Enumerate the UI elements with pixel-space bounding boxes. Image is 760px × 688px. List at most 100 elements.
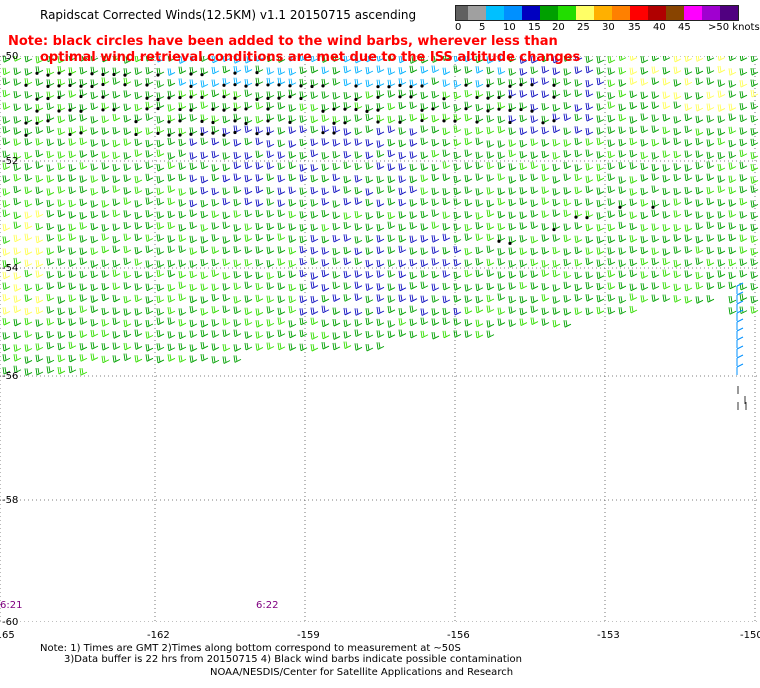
wind-barb: [24, 294, 33, 303]
wind-barb: [123, 221, 132, 230]
wind-barb: [13, 127, 22, 135]
quality-flag-circle: [255, 132, 259, 136]
wind-barb: [607, 258, 616, 266]
quality-flag-circle: [486, 109, 490, 113]
wind-barb: [717, 211, 726, 219]
wind-barb: [35, 367, 44, 376]
wind-barb: [288, 247, 297, 255]
wind-barb: [112, 223, 121, 232]
wind-barb: [255, 174, 264, 182]
wind-barb: [695, 222, 704, 231]
wind-barb: [530, 270, 539, 278]
wind-barb: [717, 128, 726, 136]
wind-barb: [167, 79, 176, 87]
wind-barb: [222, 211, 231, 220]
wind-barb: [200, 210, 209, 219]
wind-barb: [497, 223, 506, 231]
wind-barb: [629, 101, 638, 110]
wind-barb: [530, 282, 539, 290]
wind-barb: [453, 187, 462, 196]
wind-barb: [596, 294, 605, 303]
wind-barb: [310, 317, 319, 326]
wind-barb: [266, 331, 275, 339]
wind-barb: [134, 294, 143, 303]
red-note-line-1: Note: black circles have been added to t…: [8, 34, 558, 49]
wind-barb: [530, 258, 539, 267]
wind-barb: [585, 257, 594, 266]
wind-barb: [736, 300, 744, 312]
wind-barb: [464, 330, 473, 338]
quality-flag-circle: [46, 84, 50, 88]
wind-barb: [684, 78, 693, 86]
wind-barb: [178, 162, 187, 171]
wind-barb: [728, 139, 737, 148]
wind-barb: [156, 308, 165, 316]
wind-barb: [552, 104, 561, 112]
quality-flag-circle: [211, 107, 215, 111]
wind-barb: [332, 211, 341, 220]
wind-barb: [134, 233, 143, 242]
wind-barb: [486, 174, 495, 182]
wind-barb: [222, 246, 231, 255]
wind-barb: [24, 91, 33, 99]
wind-barb: [277, 114, 286, 122]
wind-barb: [541, 307, 550, 316]
wind-barb: [585, 138, 594, 146]
wind-barb: [750, 89, 759, 98]
wind-barb: [717, 222, 726, 230]
wind-barb: [442, 79, 451, 88]
wind-barb: [332, 319, 341, 327]
wind-barb: [244, 56, 253, 64]
quality-flag-circle: [464, 107, 468, 111]
wind-barb: [607, 139, 616, 148]
wind-barb: [222, 294, 231, 302]
quality-flag-circle: [299, 84, 303, 88]
wind-barb: [431, 283, 440, 292]
colorbar-swatch: [504, 6, 522, 20]
wind-barb: [365, 259, 374, 268]
wind-barb: [277, 127, 286, 135]
wind-barb: [563, 281, 572, 290]
wind-barb: [354, 319, 363, 327]
wind-barb: [46, 331, 55, 339]
wind-barb: [376, 162, 385, 170]
wind-barb: [211, 343, 220, 351]
wind-barb: [629, 235, 638, 243]
wind-barb: [2, 150, 11, 159]
wind-barb: [442, 317, 451, 326]
wind-barb: [101, 283, 110, 291]
wind-barb: [156, 329, 165, 338]
wind-barb: [13, 185, 22, 194]
wind-barb: [24, 199, 33, 208]
wind-barb: [431, 187, 440, 196]
wind-barb: [486, 209, 495, 218]
wind-barb: [728, 113, 737, 121]
wind-barb: [706, 271, 715, 280]
wind-barb: [266, 222, 275, 231]
quality-flag-circle: [442, 97, 446, 101]
wind-barb: [112, 355, 121, 363]
wind-barb: [574, 235, 583, 244]
wind-barb: [640, 67, 649, 75]
wind-barb: [299, 187, 308, 195]
wind-barb: [442, 188, 451, 196]
wind-barb: [321, 235, 330, 244]
wind-barb: [486, 245, 495, 254]
wind-barb: [541, 174, 550, 182]
quality-flag-circle: [156, 97, 160, 102]
wind-barb: [211, 137, 220, 146]
wind-barb: [145, 161, 154, 170]
wind-barb: [24, 233, 33, 242]
wind-barb: [420, 247, 429, 256]
wind-barb: [332, 234, 341, 243]
wind-barb: [101, 343, 110, 351]
wind-barb: [310, 343, 319, 352]
wind-barb: [354, 186, 363, 195]
wind-barb: [574, 173, 583, 182]
wind-barb: [728, 56, 737, 62]
wind-barb: [497, 125, 506, 134]
wind-barb: [695, 186, 704, 195]
wind-barb: [662, 101, 671, 110]
colorbar-label: >50 knots: [708, 22, 760, 33]
wind-barb: [156, 260, 165, 268]
